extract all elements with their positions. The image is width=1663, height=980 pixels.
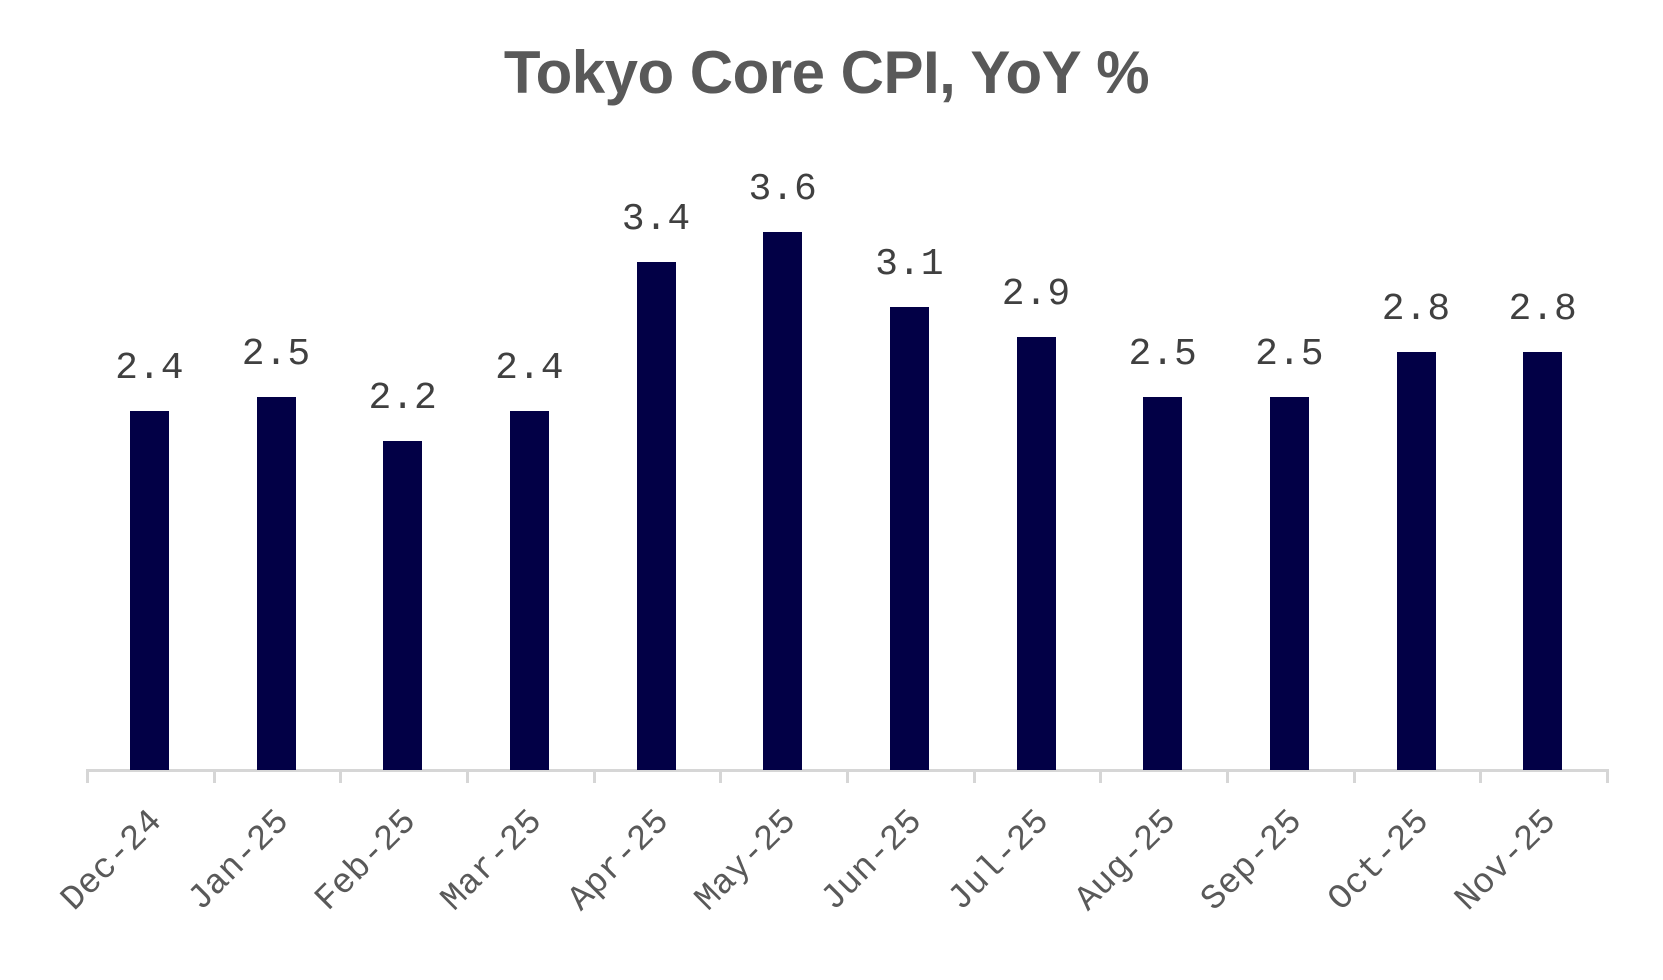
bar-nov-25 xyxy=(1523,351,1563,770)
x-axis-tick xyxy=(1606,769,1609,783)
bar-jan-25 xyxy=(256,396,296,770)
x-axis-label: Nov-25 xyxy=(1447,802,1565,920)
x-axis-tick xyxy=(86,769,89,783)
data-label: 2.8 xyxy=(1381,287,1451,331)
x-axis-label: Sep-25 xyxy=(1193,802,1312,920)
bar-aug-25 xyxy=(1143,396,1183,770)
bar-may-25 xyxy=(763,232,803,770)
x-axis-tick xyxy=(1226,769,1229,783)
x-axis-label: Aug-25 xyxy=(1067,802,1185,920)
bar-oct-25 xyxy=(1396,351,1436,770)
x-axis-label: Dec-24 xyxy=(53,802,172,920)
bar-sep-25 xyxy=(1269,396,1309,770)
x-axis-tick xyxy=(1479,769,1483,783)
x-axis-tick xyxy=(1352,769,1356,783)
data-label: 2.5 xyxy=(1128,332,1197,376)
x-axis-tick xyxy=(719,769,723,783)
bar-feb-25 xyxy=(383,441,423,770)
data-label: 2.4 xyxy=(115,347,184,391)
x-axis-label: Jun-25 xyxy=(813,802,932,920)
x-axis-tick xyxy=(972,769,976,783)
x-axis-label: Oct-25 xyxy=(1320,802,1438,920)
x-axis-tick xyxy=(846,769,849,783)
data-label: 2.5 xyxy=(241,332,311,376)
x-axis-tick xyxy=(339,769,343,783)
chart-title: Tokyo Core CPI, YoY % xyxy=(503,39,1150,106)
x-axis-tick xyxy=(592,769,596,783)
bar-jun-25 xyxy=(889,306,929,770)
data-label: 2.5 xyxy=(1255,332,1324,376)
data-label: 2.2 xyxy=(368,377,437,421)
bar-mar-25 xyxy=(509,411,549,770)
data-label: 3.6 xyxy=(748,168,817,212)
data-label: 2.9 xyxy=(1001,272,1071,316)
data-label: 3.4 xyxy=(621,198,691,242)
bar-dec-24 xyxy=(129,411,169,770)
x-axis-label: May-25 xyxy=(687,802,805,920)
bar-jul-25 xyxy=(1016,336,1056,770)
x-axis-tick xyxy=(1099,769,1103,783)
data-label: 3.1 xyxy=(875,242,944,286)
data-label: 2.4 xyxy=(495,347,564,391)
x-axis-tick xyxy=(466,769,469,783)
data-label: 2.8 xyxy=(1508,287,1577,331)
x-axis-label: Jan-25 xyxy=(180,802,298,920)
x-axis-label: Mar-25 xyxy=(433,802,552,920)
x-axis-label: Jul-25 xyxy=(940,802,1058,920)
x-axis-label: Feb-25 xyxy=(307,802,425,920)
bar-apr-25 xyxy=(636,262,676,770)
x-axis-tick xyxy=(212,769,216,783)
x-axis-label: Apr-25 xyxy=(560,802,678,920)
